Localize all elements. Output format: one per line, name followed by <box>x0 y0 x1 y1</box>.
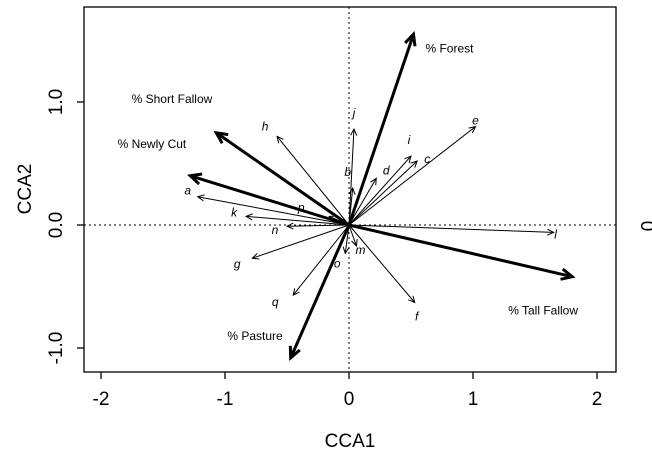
species-vector-arrowhead <box>276 135 284 144</box>
species-label: d <box>383 163 390 177</box>
species-vector-arrowhead <box>404 155 412 163</box>
species-vector-arrow <box>246 215 350 226</box>
env-vector-arrowhead <box>404 31 417 47</box>
species-label: e <box>472 114 479 128</box>
env-vector-arrow <box>347 33 415 226</box>
x-tick-label: -1 <box>217 389 234 410</box>
species-vector-arrow <box>252 224 350 259</box>
env-vector-arrow <box>348 223 573 279</box>
env-vector-label: % Tall Fallow <box>508 304 578 318</box>
species-label: g <box>234 257 241 271</box>
species-vector-arrow <box>348 126 476 226</box>
env-vector-arrow <box>215 131 350 227</box>
env-vector-arrowhead <box>560 267 576 281</box>
species-label: i <box>408 133 411 147</box>
env-vector-label: % Newly Cut <box>118 137 187 151</box>
env-vector-arrowhead <box>288 345 301 361</box>
species-label: h <box>262 119 269 133</box>
species-label: c <box>424 152 430 166</box>
species-vector-arrow <box>328 215 350 226</box>
species-vector-arrowhead <box>292 288 300 296</box>
species-vector-arrow <box>348 224 554 233</box>
environmental-vectors: % Forest % Short Fallow % Newly Cut % Tall … <box>118 31 578 361</box>
right-axis-label: 0 <box>636 221 652 232</box>
env-vector-label: % Short Fallow <box>132 92 213 106</box>
species-vector-arrow <box>348 129 355 226</box>
species-vector-arrowhead <box>251 252 260 260</box>
x-tick-label: 1 <box>468 389 479 410</box>
species-label: m <box>355 243 365 257</box>
species-vector-arrowhead <box>468 125 477 134</box>
env-vector-arrow <box>189 174 350 227</box>
env-vector-label: % Pasture <box>227 329 283 343</box>
species-vector-arrow <box>348 224 416 303</box>
species-vector-arrow <box>348 160 418 226</box>
species-vector-arrow <box>348 224 357 247</box>
species-vector-arrowhead <box>285 222 294 230</box>
x-tick-label: 0 <box>344 389 355 410</box>
species-vector-arrowhead <box>342 246 350 255</box>
species-vector-arrow <box>286 224 350 227</box>
env-vector-label: % Forest <box>425 41 474 55</box>
species-label: f <box>415 309 420 323</box>
y-tick-label: -1.0 <box>46 332 67 365</box>
species-label: j <box>351 106 356 120</box>
species-label: p <box>297 200 305 214</box>
species-vector-arrowhead <box>328 215 337 223</box>
env-vector-arrowhead <box>213 130 229 144</box>
species-label: o <box>334 256 341 270</box>
species-vector-arrowhead <box>370 177 377 186</box>
species-vector-arrow <box>348 178 377 226</box>
y-axis-title: CCA2 <box>15 164 36 215</box>
species-vector-arrowhead <box>244 213 253 221</box>
species-label: b <box>344 165 351 179</box>
species-vector-arrow <box>197 196 350 226</box>
species-vector-arrowhead <box>196 194 205 202</box>
species-vector-arrowhead <box>546 228 555 236</box>
y-tick-label: 0.0 <box>46 212 67 238</box>
species-vector-arrow <box>344 224 350 254</box>
species-label: q <box>272 295 279 309</box>
species-label: l <box>554 227 557 241</box>
axes: -2 -1 0 1 2 -1.0 0.0 1.0 <box>46 89 602 410</box>
species-vector-arrow <box>276 136 350 226</box>
species-vector-arrowhead <box>408 295 416 304</box>
species-label: k <box>231 205 238 219</box>
plot-frame <box>83 6 617 373</box>
x-tick-label: -2 <box>93 389 110 410</box>
x-axis-title: CCA1 <box>325 431 376 452</box>
species-vector-arrowhead <box>410 160 419 168</box>
species-vectors: a b c d e f g h i j k l m n o p q <box>184 106 557 323</box>
env-vector-arrow <box>289 224 351 359</box>
y-tick-label: 1.0 <box>46 89 67 115</box>
species-vector-arrow <box>348 155 412 226</box>
species-vector-arrow <box>292 224 350 296</box>
x-tick-label: 2 <box>592 389 603 410</box>
species-label: a <box>184 184 191 198</box>
env-vector-arrowhead <box>187 172 203 186</box>
species-label: n <box>272 223 279 237</box>
species-vector-arrowhead <box>351 238 358 247</box>
species-vector-arrowhead <box>350 127 358 136</box>
